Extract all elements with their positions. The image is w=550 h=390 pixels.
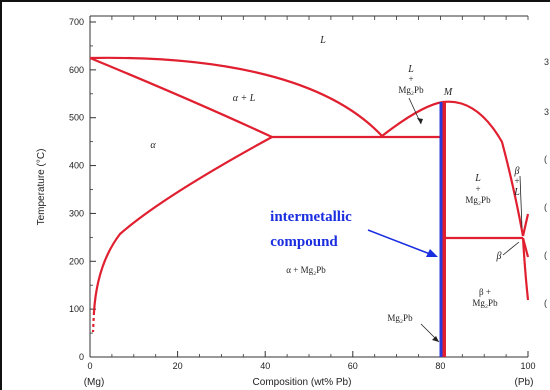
- region-right-liquid: L: [474, 173, 481, 184]
- region-beta-plus-compound-bottom: Mg₂Pb: [472, 298, 498, 308]
- pointer-arrows: [408, 97, 523, 343]
- callout-arrow: [367, 229, 438, 257]
- region-alpha: α: [150, 140, 156, 151]
- region-right-compound: Mg₂Pb: [465, 195, 491, 205]
- axis-ticks: [89, 16, 529, 358]
- cutoff-label-2: 3: [544, 107, 549, 117]
- callout-line-1: intermetallic: [270, 209, 352, 225]
- arrow-to-beta: [502, 241, 520, 256]
- x-tick-label: 60: [348, 361, 358, 371]
- liquidus-compound-right: [442, 100, 525, 237]
- cutoff-label-5: (: [544, 250, 547, 260]
- arrowhead-liquidus: [417, 118, 423, 124]
- cutoff-label-4: (: [544, 202, 547, 212]
- region-right-plus: +: [475, 184, 480, 194]
- x-tick-label: 20: [173, 361, 183, 371]
- region-liquid: L: [319, 35, 326, 46]
- y-tick-label: 700: [69, 17, 84, 27]
- callout-line-2: compound: [270, 234, 338, 250]
- x-axis-right-endpoint-label: (Pb): [515, 377, 534, 388]
- x-axis-label: Composition (wt% Pb): [253, 377, 352, 388]
- region-beta-liquid-l: L: [513, 187, 520, 198]
- x-tick-label: 80: [435, 361, 445, 371]
- y-tick-label: 300: [69, 208, 84, 218]
- solvus-alpha-dashed: [91, 311, 96, 333]
- y-tick-label: 600: [69, 65, 84, 75]
- y-tick-label: 100: [69, 304, 84, 314]
- y-tick-label: 400: [69, 161, 84, 171]
- x-tick-label: 100: [520, 361, 535, 371]
- solidus-alpha: [89, 56, 273, 138]
- y-tick-label: 500: [69, 113, 84, 123]
- region-beta: β: [496, 251, 502, 262]
- arrowhead-compound-bottom: [432, 336, 439, 342]
- y-tick-label: 0: [79, 352, 84, 362]
- point-m-label: M: [443, 87, 453, 98]
- arrow-to-beta-liquid: [519, 175, 523, 229]
- compound-bottom-label: Mg₂Pb: [387, 313, 413, 323]
- x-axis-left-endpoint-label: (Mg): [84, 377, 105, 388]
- solvus-beta: [521, 237, 530, 301]
- region-beta-liquid-plus: +: [514, 176, 519, 186]
- callout-arrow-shaft: [367, 229, 431, 255]
- cutoff-label-6: (: [544, 298, 547, 308]
- phase-boundaries: [89, 56, 530, 333]
- axis-tick-labels: 0 20 40 60 80 100 0 100 200 300 400 500 600 700: [69, 17, 536, 371]
- y-tick-label: 200: [69, 256, 84, 266]
- region-beta-plus-compound-top: β +: [479, 287, 491, 297]
- intermetallic-compound-line: [439, 102, 446, 357]
- region-alpha-plus-liquid: α + L: [233, 93, 256, 104]
- region-beta-liquid-beta: β: [514, 166, 520, 177]
- x-tick-label: 0: [87, 361, 92, 371]
- liquidus-left: [89, 56, 383, 137]
- solvus-alpha: [92, 136, 273, 313]
- plot-frame: [89, 15, 528, 358]
- liquidus-compound-left: [381, 100, 444, 137]
- liquidus-beta: [521, 213, 530, 237]
- region-upper-liquid: L: [407, 64, 414, 75]
- region-upper-plus: +: [408, 74, 413, 84]
- cutoff-label-3: (: [544, 154, 547, 164]
- region-alpha-plus-compound: α + Mg₂Pb: [286, 265, 326, 275]
- cutoff-label-1: 3: [544, 57, 549, 67]
- region-upper-compound: Mg₂Pb: [398, 85, 424, 95]
- y-axis-label: Temperature (°C): [36, 149, 47, 226]
- callout-arrowhead: [426, 249, 438, 257]
- x-tick-label: 40: [260, 361, 270, 371]
